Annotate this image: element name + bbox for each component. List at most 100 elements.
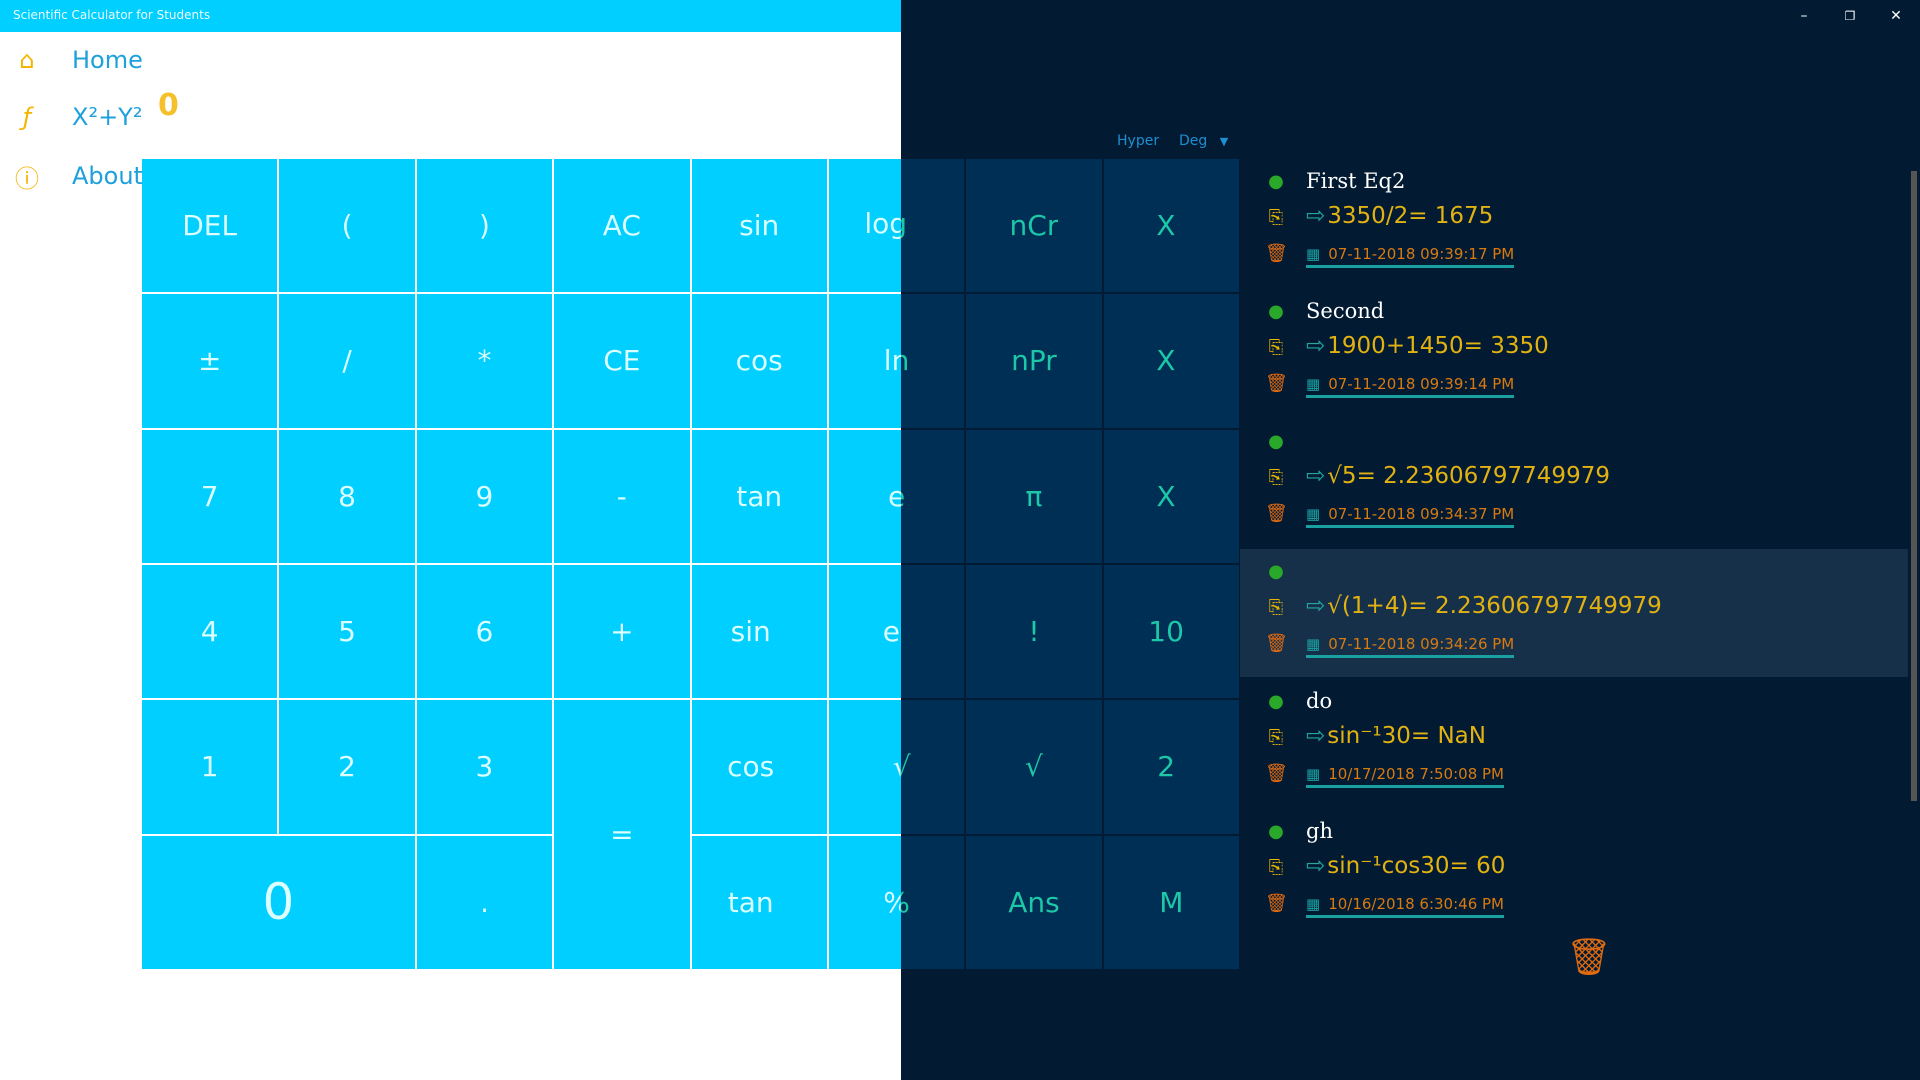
history-item[interactable]: ● ⎘ 🗑 ⇨√(1+4)= 2.23606797749979 ▦ 07-11-2018 …: [1240, 549, 1908, 677]
comment-icon[interactable]: ●: [1268, 561, 1284, 582]
key-42[interactable]: tan-1: [691, 835, 827, 969]
delete-icon[interactable]: 🗑: [1265, 503, 1288, 524]
key-text: cos-1: [727, 750, 791, 783]
key-label: π: [1025, 479, 1043, 513]
key-text: 2: [338, 750, 356, 783]
key-35[interactable]: =: [554, 700, 690, 969]
key-6[interactable]: nCr: [966, 159, 1102, 293]
key-7[interactable]: X2: [1103, 159, 1239, 293]
key-27[interactable]: +: [554, 564, 690, 699]
key-label: nCr: [1009, 209, 1059, 243]
key-44[interactable]: Ans: [966, 835, 1102, 969]
key-40[interactable]: 0: [142, 835, 415, 969]
minimize-button[interactable]: –: [1800, 8, 1808, 24]
key-29[interactable]: ea: [828, 564, 965, 699]
history-item[interactable]: ● ⎘ 🗑 Second ⇨1900+1450= 3350 ▦ 07-11-2018 09:…: [1240, 289, 1908, 417]
key-11[interactable]: CE: [554, 294, 690, 428]
clear-history-trash-icon[interactable]: 🗑: [1566, 937, 1612, 978]
key-25[interactable]: 5: [279, 564, 415, 699]
key-text: ln: [884, 344, 910, 377]
copy-icon[interactable]: ⎘: [1268, 337, 1284, 358]
key-label: 8: [338, 479, 356, 513]
delete-icon[interactable]: 🗑: [1265, 373, 1288, 394]
key-28[interactable]: sin-1: [691, 564, 827, 699]
key-26[interactable]: 6: [416, 564, 553, 699]
nav-item-x2y2[interactable]: ƒ X²+Y²: [12, 97, 143, 137]
history-scrollbar[interactable]: [1908, 159, 1920, 939]
key-45[interactable]: M: [1103, 835, 1239, 969]
key-37[interactable]: a√: [828, 700, 965, 834]
key-22[interactable]: π: [966, 429, 1102, 563]
key-label: cos: [727, 750, 775, 784]
delete-icon[interactable]: 🗑: [1265, 243, 1288, 264]
comment-icon[interactable]: ●: [1268, 171, 1284, 192]
key-1[interactable]: (: [279, 159, 415, 293]
key-20[interactable]: tan: [691, 429, 827, 563]
key-21[interactable]: e: [828, 429, 965, 563]
key-label: e: [882, 615, 900, 649]
key-5[interactable]: log10: [828, 159, 965, 293]
key-label: (: [341, 209, 353, 243]
delete-icon[interactable]: 🗑: [1265, 633, 1288, 654]
key-9[interactable]: /: [279, 294, 415, 428]
key-31[interactable]: 10a: [1103, 564, 1239, 699]
comment-icon[interactable]: ●: [1268, 821, 1284, 842]
close-button[interactable]: ✕: [1890, 8, 1902, 24]
key-38[interactable]: √: [966, 700, 1102, 834]
key-2[interactable]: ): [416, 159, 553, 293]
key-16[interactable]: 7: [142, 429, 278, 563]
comment-icon[interactable]: ●: [1268, 301, 1284, 322]
key-23[interactable]: Xn: [1103, 429, 1239, 563]
hyper-toggle[interactable]: Hyper: [1117, 133, 1160, 149]
history-item[interactable]: ● ⎘ 🗑 First Eq2 ⇨3350/2= 1675 ▦ 07-11-2018 09:…: [1240, 159, 1908, 287]
key-19[interactable]: -: [554, 429, 690, 563]
copy-icon[interactable]: ⎘: [1268, 467, 1284, 488]
comment-icon[interactable]: ●: [1268, 431, 1284, 452]
key-label: sin: [739, 209, 780, 243]
delete-icon[interactable]: 🗑: [1265, 893, 1288, 914]
key-13[interactable]: ln: [828, 294, 965, 428]
key-24[interactable]: 4: [142, 564, 278, 699]
key-32[interactable]: 1: [142, 700, 278, 834]
key-30[interactable]: !: [966, 564, 1102, 699]
key-text: 5: [338, 615, 356, 648]
scroll-thumb[interactable]: [1911, 171, 1917, 801]
key-label: AC: [602, 209, 641, 243]
key-15[interactable]: X3: [1103, 294, 1239, 428]
history-item[interactable]: ● ⎘ 🗑 ⇨√5= 2.23606797749979 ▦ 07-11-2018 09:3…: [1240, 419, 1908, 547]
expression-text: 1900+1450= 3350: [1327, 333, 1549, 359]
copy-icon[interactable]: ⎘: [1268, 857, 1284, 878]
key-43[interactable]: %: [828, 835, 965, 969]
key-4[interactable]: sin: [691, 159, 827, 293]
key-12[interactable]: cos: [691, 294, 827, 428]
key-subscript: 10: [907, 228, 929, 249]
key-41[interactable]: .: [416, 835, 553, 969]
arrow-icon: ⇨: [1306, 593, 1326, 619]
history-item[interactable]: ● ⎘ 🗑 gh ⇨sin⁻¹cos30= 60 ▦ 10/16/2018 6:30:46 …: [1240, 809, 1908, 937]
comment-icon[interactable]: ●: [1268, 691, 1284, 712]
delete-icon[interactable]: 🗑: [1265, 763, 1288, 784]
history-date: ▦ 07-11-2018 09:39:14 PM: [1306, 375, 1515, 398]
nav-item-about[interactable]: ⓘ About: [12, 156, 143, 196]
key-0[interactable]: DEL: [142, 159, 278, 293]
history-list: ● ⎘ 🗑 First Eq2 ⇨3350/2= 1675 ▦ 07-11-2018 09:…: [1240, 159, 1908, 959]
history-item[interactable]: ● ⎘ 🗑 do ⇨sin⁻¹30= NaN ▦ 10/17/2018 7:50:08 PM: [1240, 679, 1908, 807]
key-36[interactable]: cos-1: [691, 700, 827, 834]
key-34[interactable]: 3: [416, 700, 553, 834]
nav-item-home[interactable]: ⌂ Home: [12, 40, 143, 80]
angle-mode-dropdown[interactable]: Deg ▼: [1179, 133, 1228, 149]
copy-icon[interactable]: ⎘: [1268, 597, 1284, 618]
key-39[interactable]: 2a: [1103, 700, 1239, 834]
restore-button[interactable]: ❐: [1844, 9, 1856, 23]
key-33[interactable]: 2: [279, 700, 415, 834]
key-17[interactable]: 8: [279, 429, 415, 563]
copy-icon[interactable]: ⎘: [1268, 727, 1284, 748]
key-3[interactable]: AC: [554, 159, 690, 293]
key-18[interactable]: 9: [416, 429, 553, 563]
nav-label: About: [72, 162, 143, 190]
key-10[interactable]: *: [416, 294, 553, 428]
copy-icon[interactable]: ⎘: [1268, 207, 1284, 228]
key-14[interactable]: nPr: [966, 294, 1102, 428]
key-text: -: [617, 480, 627, 513]
key-8[interactable]: ±: [142, 294, 278, 428]
